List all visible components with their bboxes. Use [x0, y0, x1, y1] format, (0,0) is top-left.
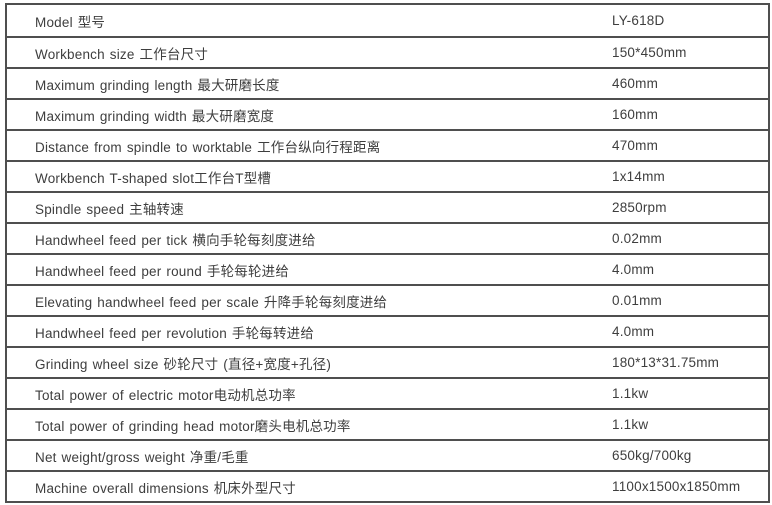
spec-label: Distance from spindle to worktable 工作台纵向… [35, 139, 381, 155]
spec-table: Model 型号 LY-618D Workbench size 工作台尺寸 15… [5, 3, 770, 503]
spec-row-handwheel-feed-per-tick: Handwheel feed per tick 横向手轮每刻度进给 0.02mm [7, 222, 768, 253]
spec-label: Model 型号 [35, 14, 106, 30]
spec-row-t-shaped-slot: Workbench T-shaped slot工作台T型槽 1x14mm [7, 160, 768, 191]
spec-value: 4.0mm [612, 262, 655, 277]
spec-row-model: Model 型号 LY-618D [7, 5, 768, 36]
spec-value: 650kg/700kg [612, 448, 692, 463]
spec-label: Handwheel feed per round 手轮每轮进给 [35, 263, 290, 279]
spec-row-elevating-handwheel-feed: Elevating handwheel feed per scale 升降手轮每… [7, 284, 768, 315]
spec-value: 160mm [612, 107, 659, 122]
spec-value: 4.0mm [612, 324, 655, 339]
spec-label: Elevating handwheel feed per scale 升降手轮每… [35, 294, 388, 310]
spec-value: 0.02mm [612, 231, 662, 246]
spec-row-workbench-size: Workbench size 工作台尺寸 150*450mm [7, 36, 768, 67]
spec-row-max-grinding-length: Maximum grinding length 最大研磨长度 460mm [7, 67, 768, 98]
spec-label: Handwheel feed per revolution 手轮每转进给 [35, 325, 315, 341]
spec-row-overall-dimensions: Machine overall dimensions 机床外型尺寸 1100x1… [7, 470, 768, 501]
spec-row-handwheel-feed-per-round: Handwheel feed per round 手轮每轮进给 4.0mm [7, 253, 768, 284]
spec-label: Total power of grinding head motor磨头电机总功… [35, 418, 351, 434]
spec-value: 0.01mm [612, 293, 662, 308]
spec-row-net-gross-weight: Net weight/gross weight 净重/毛重 650kg/700k… [7, 439, 768, 470]
spec-label: Machine overall dimensions 机床外型尺寸 [35, 480, 296, 496]
spec-row-spindle-speed: Spindle speed 主轴转速 2850rpm [7, 191, 768, 222]
spec-value: 1x14mm [612, 169, 665, 184]
spec-row-spindle-to-worktable: Distance from spindle to worktable 工作台纵向… [7, 129, 768, 160]
spec-row-grinding-head-motor-power: Total power of grinding head motor磨头电机总功… [7, 408, 768, 439]
spec-label: Workbench size 工作台尺寸 [35, 46, 209, 62]
spec-value: 150*450mm [612, 45, 687, 60]
spec-label: Spindle speed 主轴转速 [35, 201, 184, 217]
spec-value: 2850rpm [612, 200, 667, 215]
spec-value: 470mm [612, 138, 659, 153]
spec-label: Grinding wheel size 砂轮尺寸 (直径+宽度+孔径) [35, 356, 332, 372]
spec-value: 1.1kw [612, 417, 649, 432]
spec-label: Total power of electric motor电动机总功率 [35, 387, 296, 403]
spec-label: Maximum grinding length 最大研磨长度 [35, 77, 280, 93]
spec-label: Workbench T-shaped slot工作台T型槽 [35, 170, 272, 186]
spec-label: Maximum grinding width 最大研磨宽度 [35, 108, 275, 124]
spec-row-handwheel-feed-per-revolution: Handwheel feed per revolution 手轮每转进给 4.0… [7, 315, 768, 346]
spec-label: Net weight/gross weight 净重/毛重 [35, 449, 249, 465]
spec-row-electric-motor-power: Total power of electric motor电动机总功率 1.1k… [7, 377, 768, 408]
spec-label: Handwheel feed per tick 横向手轮每刻度进给 [35, 232, 316, 248]
spec-row-max-grinding-width: Maximum grinding width 最大研磨宽度 160mm [7, 98, 768, 129]
spec-value: 1.1kw [612, 386, 649, 401]
spec-value: 460mm [612, 76, 659, 91]
spec-row-grinding-wheel-size: Grinding wheel size 砂轮尺寸 (直径+宽度+孔径) 180*… [7, 346, 768, 377]
spec-value: 1100x1500x1850mm [612, 479, 741, 494]
spec-value: 180*13*31.75mm [612, 355, 720, 370]
spec-value: LY-618D [612, 13, 665, 28]
